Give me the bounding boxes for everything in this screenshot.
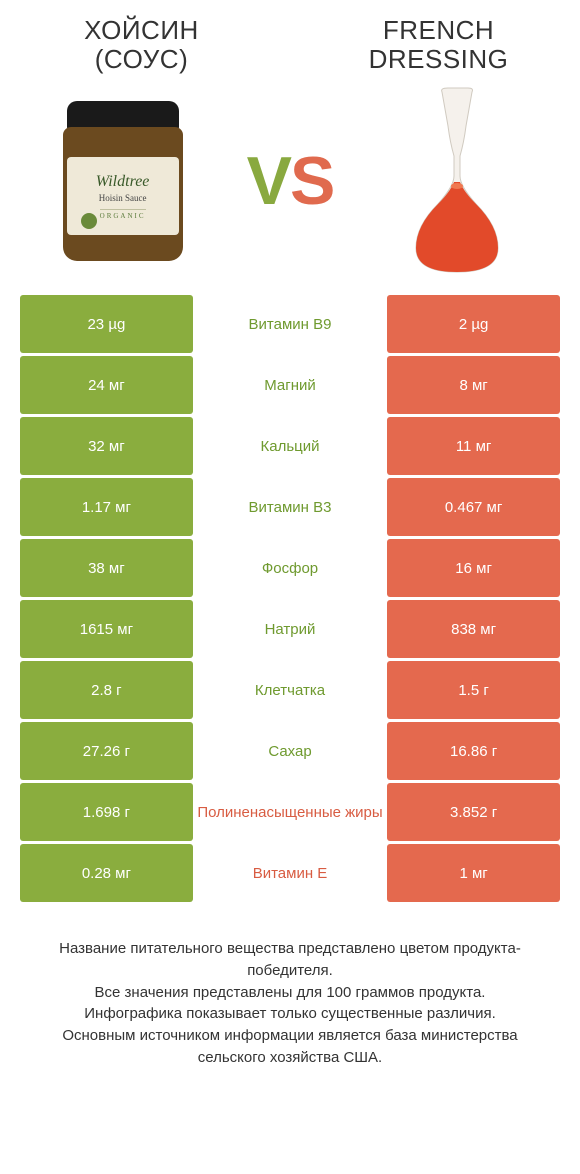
nutrient-label: Витамин B3 — [193, 478, 387, 536]
left-value: 1.17 мг — [20, 478, 193, 536]
footer-line3: Инфографика показывает только существенн… — [84, 1005, 496, 1022]
table-row: 2.8 гКлетчатка1.5 г — [20, 661, 560, 719]
table-row: 1.17 мгВитамин B30.467 мг — [20, 478, 560, 536]
vs-v: V — [247, 143, 290, 219]
left-value: 23 µg — [20, 295, 193, 353]
left-title-line1: ХОЙСИН — [84, 15, 199, 45]
right-title-line2: DRESSING — [369, 44, 509, 74]
right-value: 2 µg — [387, 295, 560, 353]
nutrient-label: Фосфор — [193, 539, 387, 597]
table-row: 38 мгФосфор16 мг — [20, 539, 560, 597]
right-image — [355, 81, 560, 281]
left-title: ХОЙСИН (СОУС) — [20, 16, 263, 73]
nutrient-label: Витамин E — [193, 844, 387, 902]
footer-line4: Основным источником информации является … — [62, 1027, 517, 1066]
jar-product: Hoisin Sauce — [99, 193, 147, 203]
nutrient-label: Клетчатка — [193, 661, 387, 719]
nutrient-label: Натрий — [193, 600, 387, 658]
left-value: 38 мг — [20, 539, 193, 597]
table-row: 1615 мгНатрий838 мг — [20, 600, 560, 658]
table-row: 0.28 мгВитамин E1 мг — [20, 844, 560, 902]
infographic-container: ХОЙСИН (СОУС) FRENCH DRESSING Wildtree H… — [0, 0, 580, 1089]
footnote: Название питательного вещества представл… — [20, 938, 560, 1069]
left-value: 27.26 г — [20, 722, 193, 780]
right-value: 11 мг — [387, 417, 560, 475]
left-value: 0.28 мг — [20, 844, 193, 902]
right-value: 1.5 г — [387, 661, 560, 719]
table-row: 23 µgВитамин B92 µg — [20, 295, 560, 353]
footer-line1: Название питательного вещества представл… — [59, 940, 521, 979]
nutrient-label: Полиненасыщенные жиры — [193, 783, 387, 841]
right-title-line1: FRENCH — [383, 15, 494, 45]
jar-organic: ORGANIC — [100, 209, 146, 220]
comparison-table: 23 µgВитамин B92 µg24 мгМагний8 мг32 мгК… — [20, 295, 560, 902]
vs-s: S — [290, 143, 333, 219]
left-value: 2.8 г — [20, 661, 193, 719]
table-row: 24 мгМагний8 мг — [20, 356, 560, 414]
nutrient-label: Магний — [193, 356, 387, 414]
right-value: 16.86 г — [387, 722, 560, 780]
left-value: 24 мг — [20, 356, 193, 414]
left-image: Wildtree Hoisin Sauce ORGANIC — [20, 81, 225, 281]
jar-icon: Wildtree Hoisin Sauce ORGANIC — [63, 101, 183, 261]
right-value: 16 мг — [387, 539, 560, 597]
vs-label: VS — [247, 142, 334, 220]
right-value: 838 мг — [387, 600, 560, 658]
nutrient-label: Витамин B9 — [193, 295, 387, 353]
right-value: 8 мг — [387, 356, 560, 414]
left-title-line2: (СОУС) — [95, 44, 188, 74]
table-row: 27.26 гСахар16.86 г — [20, 722, 560, 780]
nutrient-label: Сахар — [193, 722, 387, 780]
right-value: 0.467 мг — [387, 478, 560, 536]
footer-line2: Все значения представлены для 100 граммо… — [95, 984, 486, 1001]
left-value: 1615 мг — [20, 600, 193, 658]
table-row: 32 мгКальций11 мг — [20, 417, 560, 475]
right-value: 1 мг — [387, 844, 560, 902]
right-title: FRENCH DRESSING — [317, 16, 560, 73]
left-value: 1.698 г — [20, 783, 193, 841]
nutrient-label: Кальций — [193, 417, 387, 475]
jar-brand: Wildtree — [96, 173, 150, 191]
images-row: Wildtree Hoisin Sauce ORGANIC VS — [20, 81, 560, 281]
right-value: 3.852 г — [387, 783, 560, 841]
titles-row: ХОЙСИН (СОУС) FRENCH DRESSING — [20, 16, 560, 73]
carafe-icon — [402, 86, 512, 276]
left-value: 32 мг — [20, 417, 193, 475]
table-row: 1.698 гПолиненасыщенные жиры3.852 г — [20, 783, 560, 841]
